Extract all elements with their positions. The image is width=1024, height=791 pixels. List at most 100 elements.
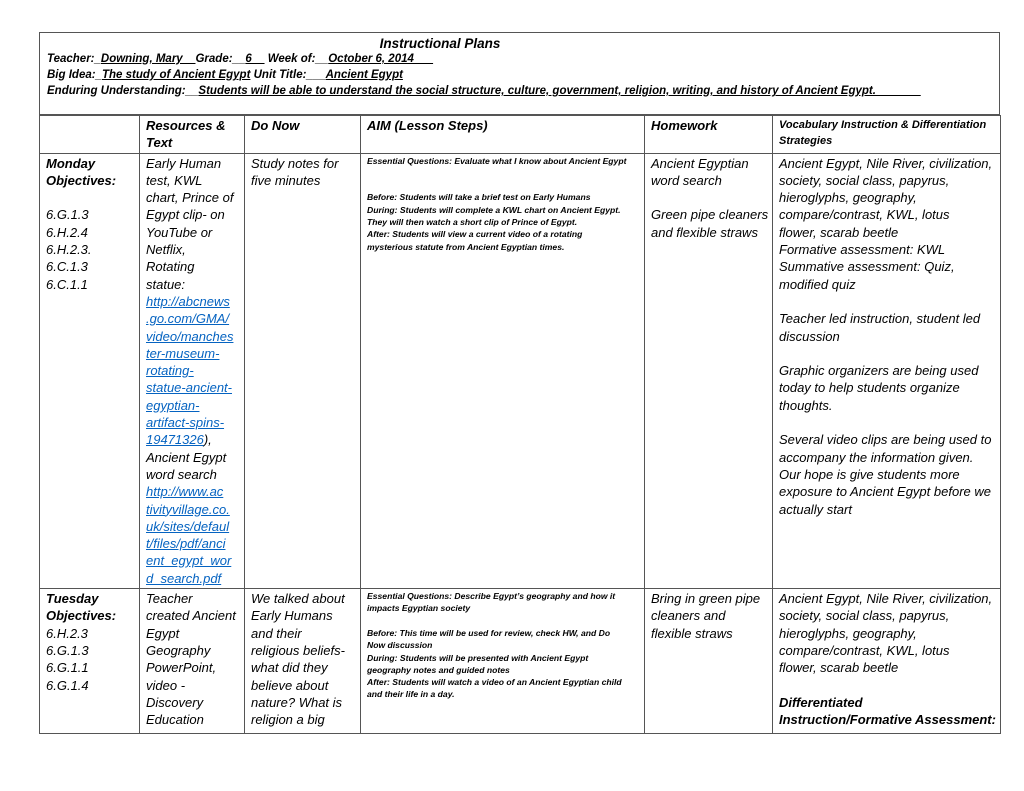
aim-cell: Essential Questions: Evaluate what I kno… — [360, 152, 645, 590]
eu-label: Enduring Understanding:__ — [47, 85, 199, 97]
resource-link[interactable]: .go.com/GMA/ — [146, 311, 230, 327]
do-now-cell: Study notes for five minutes — [244, 152, 361, 590]
text-line: tivityvillage.co. — [146, 501, 238, 518]
text-line: Egypt clip- on — [146, 207, 225, 223]
table-row-monday: Monday Objectives: 6.G.1.3 6.H.2.4 6.H.2.3.… — [39, 152, 1001, 590]
aim-cell: Essential Questions: Describe Egypt’s ge… — [360, 588, 645, 735]
text-line: ent_egypt_wor — [146, 552, 238, 569]
col-header-day — [39, 115, 140, 154]
text-line — [367, 167, 638, 179]
text-line: Green pipe cleaners — [651, 207, 769, 223]
resource-link[interactable]: 19471326 — [146, 432, 204, 448]
text-line: We talked about — [251, 591, 345, 607]
text-line: and their — [251, 625, 302, 641]
resource-link[interactable]: artifact-spins- — [146, 415, 225, 431]
text-line: PowerPoint, — [146, 660, 217, 676]
text-line: hieroglyphs, geography, — [779, 625, 917, 641]
homework-cell: Bring in green pipe cleaners and flexible … — [644, 588, 773, 735]
text-line: Study notes for — [251, 155, 339, 171]
text-line: Objectives: — [46, 608, 117, 624]
text-line: hieroglyphs, geography, — [779, 190, 917, 206]
text-line: 6.C.1.1 — [46, 276, 88, 292]
text-line: discussion — [779, 328, 840, 344]
col-header-aim: AIM (Lesson Steps) — [360, 115, 645, 154]
do-now-cell: We talked about Early Humans and their reli… — [244, 588, 361, 735]
text-line: created Ancient — [146, 608, 236, 624]
text-line: 6.G.1.4 — [46, 677, 89, 693]
teacher-label: Teacher:_ — [47, 53, 101, 65]
text-line: compare/contrast, KWL, lotus — [779, 642, 950, 658]
text-line: five minutes — [251, 172, 321, 188]
text-line: rotating- — [146, 362, 238, 379]
text-line — [779, 345, 994, 362]
unit-label: Unit Title:___ — [250, 69, 326, 81]
text-line: Monday — [46, 155, 96, 171]
resource-link[interactable]: tivityvillage.co. — [146, 501, 230, 517]
text-line: Discovery — [146, 694, 204, 710]
unit-value: Ancient Egypt — [325, 69, 403, 81]
text-line: Geography — [146, 642, 211, 658]
text-line: After: Students will watch a video of an… — [367, 677, 622, 688]
text-line: modified quiz — [779, 276, 856, 292]
resource-link[interactable]: video/manches — [146, 328, 234, 344]
text-line: Rotating — [146, 259, 195, 275]
text-line: egyptian- — [146, 397, 238, 414]
resource-link[interactable]: egyptian- — [146, 397, 200, 413]
text-line: During: Students will complete a KWL cha… — [367, 204, 621, 215]
text-line: Ancient Egyptian — [651, 155, 749, 171]
resource-link[interactable]: d_search.pdf — [146, 570, 222, 586]
link-suffix: ), — [203, 432, 212, 448]
text-line: After: Students will view a current vide… — [367, 229, 583, 240]
resource-link[interactable]: statue-ancient- — [146, 380, 232, 396]
text-line: 6.G.1.1 — [46, 660, 89, 676]
text-line: Early Human — [146, 155, 222, 171]
text-line: cleaners and — [651, 608, 726, 624]
resource-link[interactable]: uk/sites/defaul — [146, 518, 230, 534]
big-idea-line: Big Idea:_The study of Ancient Egypt Uni… — [47, 69, 403, 81]
text-line: Our hope is give students more — [779, 466, 960, 482]
text-line: http://www.ac — [146, 483, 238, 500]
teacher-line: Teacher:_Downing, Mary__Grade:__6__ Week… — [47, 53, 433, 65]
col-header-do-now: Do Now — [244, 115, 361, 154]
enduring-understanding-line: Enduring Understanding:__Students will b… — [47, 85, 921, 97]
resource-link[interactable]: ent_egypt_wor — [146, 553, 232, 569]
vocabulary-cell: Ancient Egypt, Nile River, civilization,… — [772, 588, 1001, 735]
text-line: 6.H.2.4 — [46, 224, 88, 240]
resource-link[interactable]: rotating- — [146, 363, 194, 379]
text-line — [46, 189, 133, 206]
text-line: Summative assessment: Quiz, — [779, 259, 955, 275]
text-line: test, KWL — [146, 172, 203, 188]
grade-label: Grade:__ — [195, 53, 246, 65]
text-line: religion a big — [251, 712, 325, 728]
text-line: mysterious statute from Ancient Egyptian… — [367, 241, 565, 252]
page-title: Instructional Plans — [379, 36, 501, 51]
text-line — [779, 677, 994, 694]
text-line: flower, scarab beetle — [779, 660, 899, 676]
text-line — [779, 293, 994, 310]
text-line: Essential Questions: Describe Egypt’s ge… — [367, 591, 616, 602]
text-line: ter-museum- — [146, 345, 238, 362]
text-line: flexible straws — [651, 625, 733, 641]
text-line: Teacher — [146, 591, 193, 607]
text-line: 6.H.2.3. — [46, 242, 92, 258]
text-line: 6.G.1.3 — [46, 642, 89, 658]
text-line: video/manches — [146, 328, 238, 345]
text-line: Tuesday — [46, 591, 99, 607]
text-line: Now discussion — [367, 640, 433, 651]
text-line: YouTube or — [146, 224, 213, 240]
text-line — [367, 615, 638, 627]
col-header-resources: Resources & Text — [139, 115, 245, 154]
big-idea-label: Big Idea:_ — [47, 69, 102, 81]
plan-table: Resources & Text Do Now AIM (Lesson Step… — [39, 115, 1001, 735]
text-line: Several video clips are being used to — [779, 432, 992, 448]
text-line — [367, 179, 638, 191]
plan-header: Instructional Plans Teacher:_Downing, Ma… — [39, 32, 1000, 115]
week-value: October 6, 2014___ — [328, 53, 434, 65]
text-line: t/files/pdf/anci — [146, 535, 238, 552]
resource-link[interactable]: http://abcnews — [146, 293, 230, 309]
text-line: 19471326), — [146, 431, 238, 448]
resource-link[interactable]: http://www.ac — [146, 484, 224, 500]
resource-link[interactable]: t/files/pdf/anci — [146, 536, 226, 552]
text-line: Ancient Egypt, Nile River, civilization, — [779, 155, 993, 171]
resource-link[interactable]: ter-museum- — [146, 345, 220, 361]
